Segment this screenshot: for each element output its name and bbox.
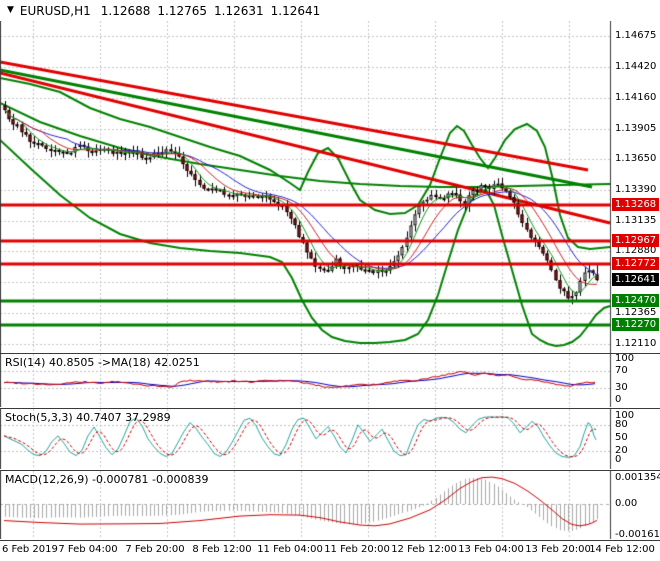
time-axis-label: 11 Feb 20:00	[324, 544, 390, 555]
quote-low: 1.12631	[214, 3, 264, 18]
macd-indicator-label: MACD(12,26,9) -0.000781 -0.000839	[5, 473, 209, 486]
resistance-badge-2: 1.12967	[612, 234, 659, 248]
macd-axis-label: -0.001613	[615, 529, 660, 541]
stochastic-chart-canvas[interactable]	[0, 409, 612, 469]
time-axis-label: 14 Feb 12:00	[589, 544, 655, 555]
price-axis-label: 1.12880	[615, 245, 657, 257]
price-axis-label: 1.14420	[615, 61, 657, 73]
time-axis-label: 12 Feb 12:00	[391, 544, 457, 555]
rsi-axis-label: 0	[615, 394, 622, 405]
rsi-axis-label: 70	[615, 365, 628, 377]
macd-axis: 0.001354 0.00 -0.001613	[612, 471, 660, 541]
resistance-badge-1: 1.13268	[612, 197, 659, 211]
price-axis-label: 1.13390	[615, 184, 657, 196]
price-axis-label: 1.14160	[615, 92, 657, 104]
stochastic-indicator-label: Stoch(5,3,3) 40.7407 37.2989	[5, 411, 171, 424]
macd-panel: MACD(12,26,9) -0.000781 -0.000839 0.0013…	[0, 470, 660, 540]
macd-axis-label: 0.00	[615, 498, 638, 509]
stochastic-panel: Stoch(5,3,3) 40.7407 37.2989 100 80 50 20 0	[0, 408, 660, 470]
macd-axis-label: 0.001354	[615, 471, 660, 483]
stochastic-axis: 100 80 50 20 0	[612, 409, 660, 470]
time-axis-label: 8 Feb 12:00	[192, 544, 252, 555]
macd-chart-canvas[interactable]	[0, 471, 612, 539]
price-axis-label: 1.13905	[615, 122, 657, 134]
main-price-panel: 1.14675 1.14420 1.14160 1.13905 1.13650 1.133…	[0, 21, 660, 353]
stochastic-axis-label: 20	[615, 445, 628, 457]
rsi-indicator-label: RSI(14) 40.8505 ->MA(18) 42.0251	[5, 356, 200, 369]
time-axis-label: 13 Feb 20:00	[525, 544, 591, 555]
symbol-dropdown-icon[interactable]: ▼	[7, 5, 14, 15]
price-axis-label: 1.13135	[615, 214, 657, 226]
rsi-axis: 100 70 30 0	[612, 353, 660, 408]
support-badge-2: 1.12270	[612, 317, 659, 331]
rsi-panel: RSI(14) 40.8505 ->MA(18) 42.0251 100 70 30…	[0, 353, 660, 408]
stochastic-axis-label: 80	[615, 418, 628, 430]
chart-header: ▼ EURUSD,H1 1.12688 1.12765 1.12631 1.12…	[0, 0, 660, 21]
price-axis: 1.14675 1.14420 1.14160 1.13905 1.13650 1.133…	[612, 21, 660, 353]
quote-high: 1.12765	[157, 3, 207, 18]
stochastic-axis-label: 100	[615, 410, 635, 421]
chart-symbol-period: EURUSD,H1	[19, 3, 91, 18]
resistance-badge-3: 1.12772	[612, 257, 659, 271]
price-axis-label: 1.14675	[615, 30, 657, 42]
price-axis-label: 1.12110	[615, 337, 657, 349]
time-axis-label: 13 Feb 04:00	[458, 544, 524, 555]
quote-open: 1.12688	[100, 3, 151, 18]
rsi-chart-canvas[interactable]	[0, 354, 612, 407]
time-axis-label: 7 Feb 20:00	[125, 544, 185, 555]
price-axis-label: 1.13650	[615, 153, 657, 165]
time-axis-label: 7 Feb 04:00	[58, 544, 118, 555]
current-price-badge: 1.12641	[612, 273, 659, 287]
price-axis-label: 1.12365	[615, 307, 657, 319]
time-axis-label: 11 Feb 04:00	[257, 544, 323, 555]
quote-close: 1.12641	[270, 3, 321, 18]
rsi-axis-label: 30	[615, 381, 628, 393]
time-axis: 6 Feb 2019 7 Feb 04:00 7 Feb 20:00 8 Feb 12…	[0, 540, 660, 561]
price-chart-canvas[interactable]	[0, 21, 612, 353]
time-axis-label: 6 Feb 2019	[2, 544, 58, 555]
rsi-axis-label: 100	[615, 353, 635, 364]
stochastic-axis-label: 0	[615, 454, 622, 465]
support-badge-1: 1.12470	[612, 293, 659, 307]
stochastic-axis-label: 50	[615, 432, 628, 443]
